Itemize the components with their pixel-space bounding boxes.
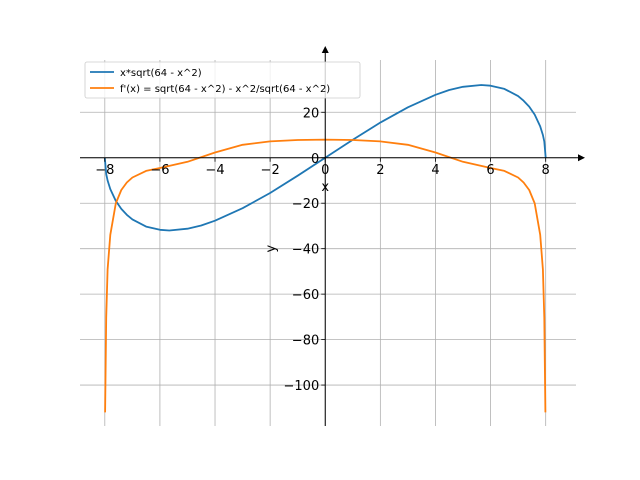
x-tick-label: −6 xyxy=(150,163,169,178)
y-axis-label: y xyxy=(264,245,279,253)
y-tick-label: 0 xyxy=(311,152,319,167)
y-tick-label: 20 xyxy=(303,106,320,121)
x-tick-label: 0 xyxy=(321,163,329,178)
x-tick-label: 8 xyxy=(542,163,550,178)
y-tick-label: −20 xyxy=(292,197,319,212)
x-tick-label: 6 xyxy=(486,163,494,178)
x-tick-label: 2 xyxy=(376,163,384,178)
y-tick-label: −40 xyxy=(292,243,319,258)
legend-frame xyxy=(84,61,361,99)
legend: x*sqrt(64 - x^2) f'(x) = sqrt(64 - x^2) … xyxy=(84,61,361,99)
legend-label-series-2: f'(x) = sqrt(64 - x^2) - x^2/sqrt(64 - x… xyxy=(120,84,330,95)
x-tick-label: 4 xyxy=(431,163,439,178)
x-tick-label: −4 xyxy=(205,163,224,178)
legend-label-series-1: x*sqrt(64 - x^2) xyxy=(120,68,202,79)
y-tick-label: −100 xyxy=(284,379,320,394)
x-tick-label: −8 xyxy=(95,163,114,178)
y-axis-arrow xyxy=(321,46,329,53)
x-axis-label: x xyxy=(321,180,329,195)
x-axis-arrow xyxy=(578,154,585,162)
y-tick-label: −80 xyxy=(292,334,319,349)
y-tick-label: −60 xyxy=(292,288,319,303)
x-tick-label: −2 xyxy=(261,163,280,178)
axes xyxy=(80,46,585,426)
